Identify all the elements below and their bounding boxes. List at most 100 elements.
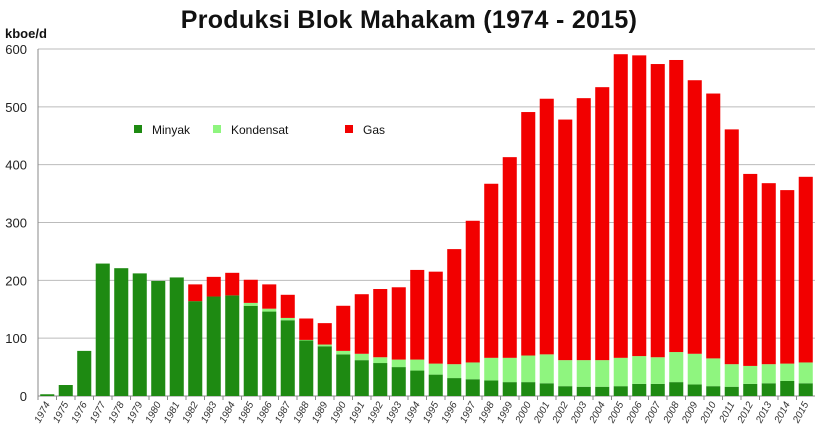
bar-gas-1997 (465, 220, 480, 363)
bar-gas-2008 (669, 59, 684, 353)
bar-minyak-1984 (225, 295, 240, 396)
x-tick-label: 1983 (199, 400, 219, 425)
bar-minyak-1988 (299, 340, 314, 396)
bar-minyak-1999 (502, 382, 517, 396)
bar-minyak-2012 (743, 383, 758, 396)
x-tick-label: 2011 (717, 400, 737, 425)
bar-minyak-1978 (114, 268, 129, 396)
bar-gas-1990 (336, 305, 351, 351)
x-tick-label: 2013 (754, 400, 775, 426)
y-tick-label: 200 (5, 273, 27, 288)
bar-gas-1994 (410, 269, 425, 360)
bar-minyak-2001 (539, 383, 554, 396)
bar-minyak-2011 (724, 386, 739, 396)
bar-kondensat-1993 (391, 359, 406, 368)
bar-kondensat-1999 (502, 357, 517, 383)
bar-kondensat-2008 (669, 352, 684, 383)
bar-kondensat-2015 (798, 362, 813, 384)
bar-minyak-2010 (706, 386, 721, 396)
y-axis-label: kboe/d (5, 26, 47, 41)
bar-gas-1988 (299, 318, 314, 340)
bar-kondensat-2000 (521, 355, 536, 383)
bar-minyak-1994 (410, 370, 425, 396)
bar-kondensat-1988 (299, 339, 314, 341)
bar-gas-1982 (188, 284, 203, 302)
bar-gas-2013 (761, 183, 776, 365)
x-tick-label: 1976 (70, 400, 90, 425)
bar-minyak-2007 (650, 383, 665, 396)
x-tick-label: 1992 (366, 400, 386, 425)
legend-label-gas: Gas (363, 123, 385, 137)
bar-minyak-1991 (354, 360, 369, 396)
x-tick-label: 1998 (477, 400, 497, 425)
bar-minyak-1995 (428, 374, 443, 396)
bar-gas-2011 (724, 129, 739, 365)
bar-kondensat-2007 (650, 357, 665, 384)
bar-kondensat-1992 (373, 357, 388, 364)
bar-gas-1987 (280, 294, 295, 318)
legend-swatch-minyak (134, 125, 142, 133)
x-tick-label: 1974 (33, 400, 53, 425)
bar-gas-1986 (262, 284, 277, 309)
bar-gas-1991 (354, 294, 369, 354)
y-tick-label: 100 (5, 331, 27, 346)
x-tick-label: 1996 (440, 400, 460, 425)
bar-gas-2005 (613, 54, 628, 358)
bar-kondensat-2003 (576, 360, 591, 387)
bar-gas-1992 (373, 289, 388, 358)
legend-swatch-kondensat (213, 125, 221, 133)
bar-gas-1993 (391, 287, 406, 360)
legend-swatch-gas (345, 125, 353, 133)
bar-minyak-1976 (77, 350, 92, 396)
bar-minyak-2006 (632, 383, 647, 396)
bar-minyak-2009 (687, 384, 702, 396)
bar-kondensat-1985 (243, 302, 258, 306)
bar-gas-1989 (317, 323, 332, 345)
bar-gas-2010 (706, 93, 721, 359)
x-tick-label: 2000 (513, 400, 534, 426)
bar-minyak-2003 (576, 386, 591, 396)
bar-minyak-1989 (317, 346, 332, 396)
bar-gas-1998 (484, 183, 499, 358)
bar-kondensat-2014 (780, 363, 795, 381)
bar-kondensat-1994 (410, 359, 425, 371)
bar-minyak-1982 (188, 301, 203, 396)
bar-minyak-1998 (484, 380, 499, 396)
y-tick-label: 400 (5, 158, 27, 173)
bar-kondensat-2004 (595, 360, 610, 387)
bar-kondensat-2002 (558, 360, 573, 387)
bar-gas-2001 (539, 98, 554, 355)
x-tick-label: 1986 (255, 400, 275, 425)
bar-gas-1996 (447, 249, 462, 365)
bar-minyak-1974 (40, 394, 55, 396)
bar-minyak-2005 (613, 386, 628, 396)
x-tick-label: 1979 (125, 400, 145, 425)
bar-minyak-2013 (761, 383, 776, 396)
legend-label-minyak: Minyak (152, 123, 191, 137)
bar-kondensat-1996 (447, 364, 462, 379)
bar-kondensat-1989 (317, 344, 332, 347)
bar-gas-1999 (502, 157, 517, 358)
x-tick-label: 2002 (550, 400, 571, 426)
bar-gas-2014 (780, 190, 795, 364)
bar-minyak-2015 (798, 383, 813, 396)
x-tick-label: 1984 (218, 400, 238, 425)
bar-minyak-1975 (58, 385, 73, 396)
bar-kondensat-1997 (465, 362, 480, 380)
x-tick-label: 1978 (107, 400, 127, 425)
bar-minyak-1981 (169, 277, 184, 396)
bar-minyak-2002 (558, 386, 573, 396)
x-tick-label: 1982 (181, 400, 201, 425)
bar-minyak-2004 (595, 386, 610, 396)
bar-minyak-1997 (465, 379, 480, 396)
x-tick-label: 1990 (329, 400, 349, 425)
bar-minyak-1979 (132, 273, 147, 396)
x-tick-label: 2010 (698, 400, 719, 426)
bar-gas-2006 (632, 55, 647, 357)
x-tick-label: 1993 (384, 400, 404, 425)
x-tick-label: 1985 (236, 400, 256, 425)
x-tick-label: 2007 (643, 400, 664, 426)
chart-title: Produksi Blok Mahakam (1974 - 2015) (180, 6, 638, 34)
y-tick-label: 300 (5, 216, 27, 231)
